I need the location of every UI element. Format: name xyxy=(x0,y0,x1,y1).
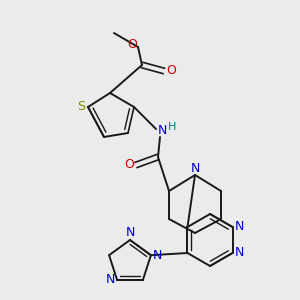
Text: N: N xyxy=(235,247,244,260)
Text: N: N xyxy=(190,161,200,175)
Text: O: O xyxy=(127,38,137,52)
Text: H: H xyxy=(168,122,176,132)
Text: N: N xyxy=(157,124,167,137)
Text: N: N xyxy=(105,273,115,286)
Text: N: N xyxy=(153,249,163,262)
Text: N: N xyxy=(235,220,244,233)
Text: N: N xyxy=(125,226,135,239)
Text: O: O xyxy=(124,158,134,172)
Text: O: O xyxy=(166,64,176,77)
Text: S: S xyxy=(77,100,85,113)
